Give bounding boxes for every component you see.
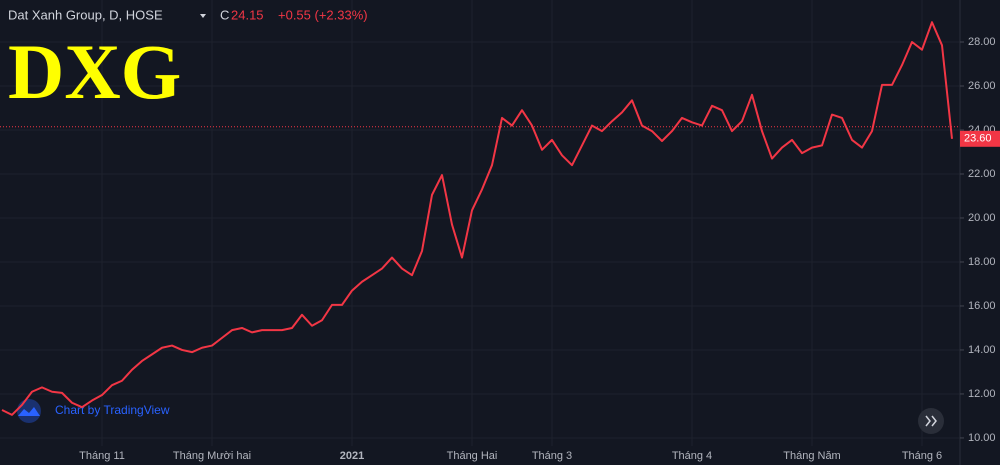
x-tick-label: Tháng Mười hai [173,450,251,462]
scroll-button[interactable] [918,408,944,434]
x-tick-label: Tháng 4 [672,450,712,462]
y-tick-label: 22.00 [968,168,996,180]
logo-circle [17,399,41,423]
x-tick-label: Tháng 11 [79,450,125,462]
y-tick-label: 16.00 [968,300,996,312]
y-tick-label: 20.00 [968,212,996,224]
x-tick-label: 2021 [340,450,364,462]
dropdown-caret[interactable] [200,14,206,18]
y-tick-label: 14.00 [968,344,996,356]
price-line [1,21,953,416]
y-tick-label: 26.00 [968,80,996,92]
y-tick-label: 10.00 [968,432,996,444]
close-value: 24.15 [231,7,264,22]
attribution: Chart by TradingView [55,403,170,417]
logo-icon [18,407,40,416]
x-tick-label: Tháng 3 [532,450,572,462]
change: +0.55 (+2.33%) [278,7,368,22]
chart-title: Dat Xanh Group, D, HOSE [8,7,163,22]
last-price-box [960,130,1000,147]
symbol: DXG [8,28,181,115]
y-tick-label: 18.00 [968,256,996,268]
y-tick-label: 28.00 [968,36,996,48]
close-prefix: C [220,7,229,22]
last-price-label: 23.60 [964,133,992,145]
x-tick-label: Tháng 6 [902,450,942,462]
x-tick-label: Tháng Năm [783,450,840,462]
scroll-icon [925,415,937,427]
scroll-button-bg [918,408,944,434]
y-tick-label: 12.00 [968,388,996,400]
x-tick-label: Tháng Hai [447,450,498,462]
